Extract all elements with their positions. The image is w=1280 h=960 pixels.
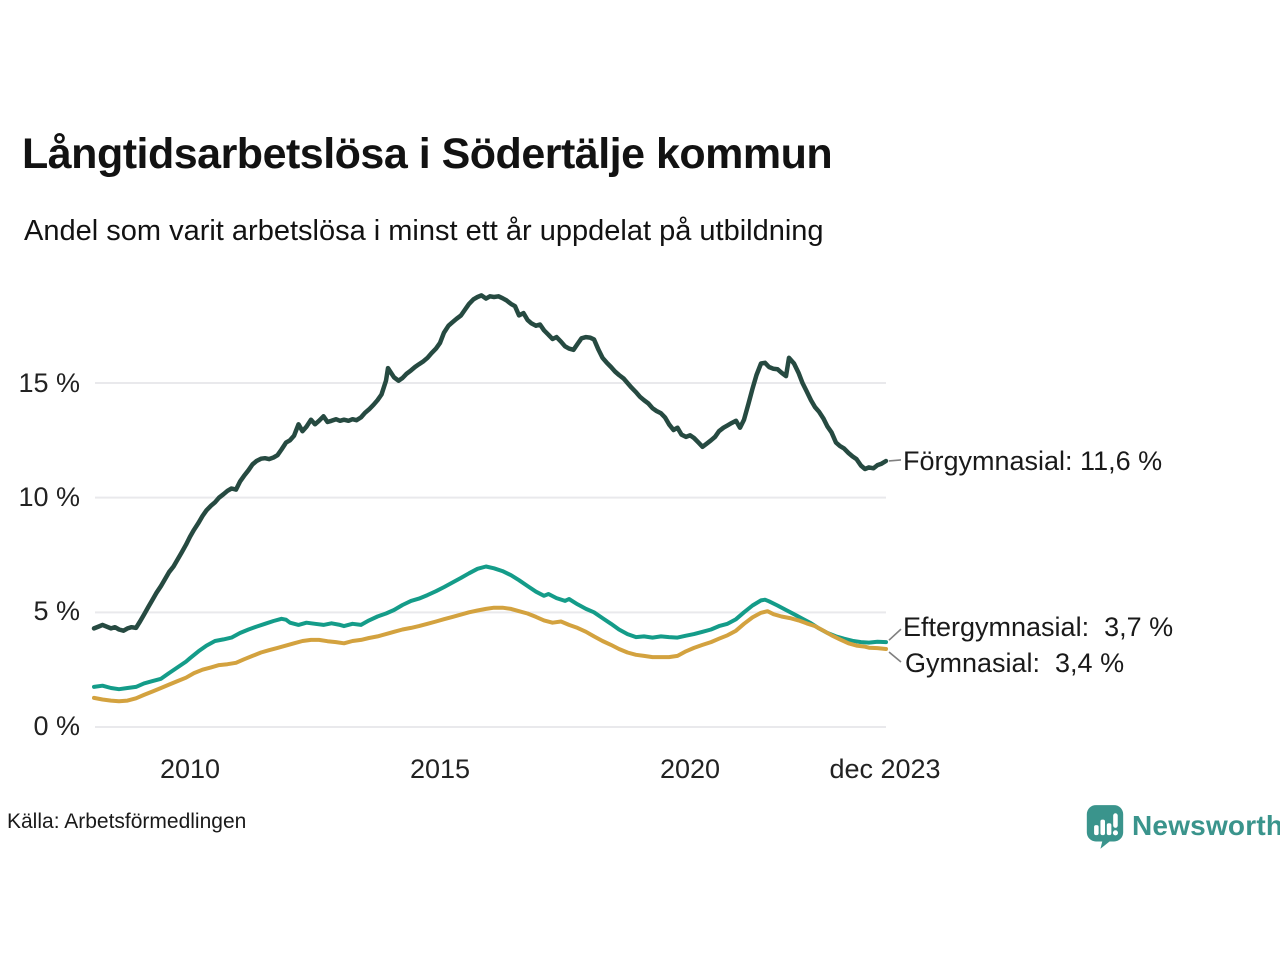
newsworthy-logo: Newsworthy	[1085, 803, 1280, 849]
newsworthy-logo-icon	[1086, 805, 1124, 849]
x-tick-label-2020: 2020	[659, 754, 721, 784]
page-title: Långtidsarbetslösa i Södertälje kommun	[22, 130, 833, 178]
series-line-gymnasial	[92, 605, 888, 704]
callout-gymnasial	[888, 651, 902, 663]
y-tick-label-0: 0 %	[33, 711, 80, 741]
source-note: Källa: Arbetsförmedlingen	[7, 810, 247, 833]
series-label-eftergymnasial: Eftergymnasial: 3,7 %	[903, 612, 1174, 642]
x-tick-label-2015: 2015	[409, 754, 471, 784]
x-tick-label-dec-2023: dec 2023	[829, 754, 941, 784]
series-label-gymnasial: Gymnasial: 3,4 %	[905, 648, 1125, 678]
y-tick-label-10: 10 %	[18, 482, 80, 512]
y-tick-label-15: 15 %	[18, 368, 80, 398]
series-line-förgymnasial	[91, 293, 889, 633]
page-subtitle: Andel som varit arbetslösa i minst ett å…	[24, 215, 824, 247]
callout-eftergymnasial	[888, 628, 902, 641]
series-line-eftergymnasial	[92, 564, 888, 692]
series-label-forgymnasial: Förgymnasial: 11,6 %	[903, 446, 1163, 476]
callout-förgymnasial	[888, 459, 902, 462]
y-tick-label-5: 5 %	[33, 596, 80, 626]
newsworthy-logo-text: Newsworthy	[1132, 810, 1280, 841]
x-tick-label-2010: 2010	[159, 754, 221, 784]
